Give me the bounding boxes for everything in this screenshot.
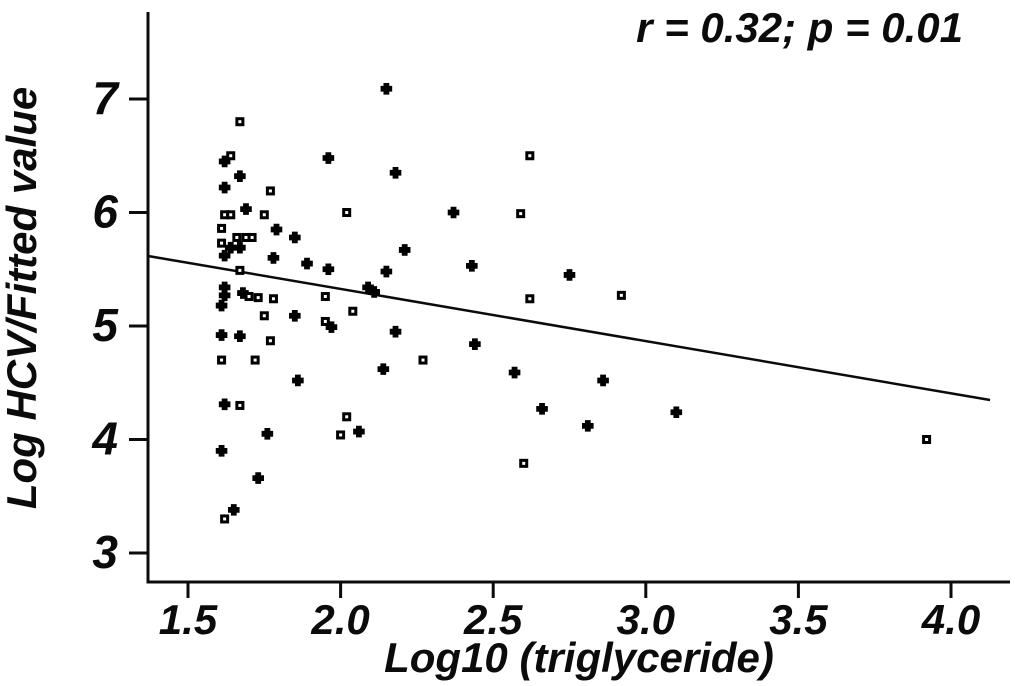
trend-line-group bbox=[147, 254, 991, 402]
open-square-marker-center bbox=[925, 438, 929, 441]
filled-plus-marker bbox=[224, 241, 237, 254]
filled-plus-marker bbox=[261, 428, 274, 440]
filled-plus-marker bbox=[582, 420, 594, 432]
filled-plus-marker bbox=[218, 181, 231, 194]
open-square-marker-center bbox=[271, 297, 275, 301]
filled-plus-marker bbox=[218, 289, 231, 302]
x-tick-label: 3.5 bbox=[769, 596, 828, 643]
filled-plus-marker bbox=[389, 166, 402, 179]
filled-plus-marker bbox=[353, 425, 365, 438]
open-square-marker-center bbox=[220, 358, 224, 362]
filled-plus-marker bbox=[252, 472, 264, 484]
filled-plus-marker bbox=[380, 82, 393, 95]
filled-plus-marker bbox=[368, 286, 380, 298]
x-tick-label: 1.5 bbox=[159, 596, 218, 643]
open-square-marker-center bbox=[229, 154, 233, 158]
data-points bbox=[215, 82, 932, 524]
filled-plus-marker bbox=[536, 403, 548, 415]
y-tick-label: 3 bbox=[92, 526, 118, 578]
open-square-marker-center bbox=[345, 211, 349, 214]
open-square-marker-center bbox=[339, 433, 343, 437]
axis-ticks bbox=[129, 97, 953, 598]
x-tick-label: 2.5 bbox=[463, 596, 523, 643]
open-square-marker-center bbox=[519, 212, 523, 216]
filled-plus-marker bbox=[227, 504, 240, 516]
x-tick-label: 2.0 bbox=[310, 596, 369, 643]
open-square-marker-center bbox=[223, 213, 227, 217]
filled-plus-marker bbox=[267, 252, 280, 264]
filled-plus-marker bbox=[322, 152, 335, 164]
open-square-marker-center bbox=[522, 461, 526, 465]
filled-plus-marker bbox=[563, 269, 576, 281]
y-tick-label: 5 bbox=[92, 299, 119, 351]
open-square-marker-center bbox=[220, 241, 224, 245]
filled-plus-marker bbox=[215, 299, 228, 312]
filled-plus-marker bbox=[240, 203, 252, 215]
y-axis-label: Log HCV/Fitted value bbox=[0, 87, 45, 509]
filled-plus-marker bbox=[234, 330, 246, 343]
open-square-marker-center bbox=[528, 154, 532, 158]
open-square-marker-center bbox=[238, 403, 242, 407]
open-square-marker-center bbox=[220, 226, 224, 230]
open-square-marker-center bbox=[323, 294, 327, 298]
open-square-marker-center bbox=[528, 297, 532, 301]
y-tick-label: 4 bbox=[91, 413, 118, 465]
open-square-marker-center bbox=[421, 358, 425, 362]
filled-plus-marker bbox=[292, 374, 304, 387]
filled-plus-marker bbox=[389, 325, 402, 338]
open-square-marker-center bbox=[244, 235, 248, 239]
open-square-marker-center bbox=[223, 517, 227, 521]
filled-plus-marker bbox=[289, 309, 301, 322]
filled-plus-marker bbox=[469, 338, 481, 350]
y-tick-label: 6 bbox=[92, 186, 118, 238]
x-axis-label: Log10 (triglyceride) bbox=[384, 634, 774, 681]
y-tick-label: 7 bbox=[92, 72, 120, 124]
open-square-marker-center bbox=[262, 213, 266, 217]
open-square-marker-center bbox=[351, 309, 355, 313]
filled-plus-marker bbox=[289, 231, 301, 244]
open-square-marker-center bbox=[619, 293, 623, 297]
filled-plus-marker bbox=[508, 366, 521, 379]
filled-plus-marker bbox=[218, 249, 231, 262]
open-square-marker-center bbox=[235, 235, 239, 239]
open-square-marker-center bbox=[268, 339, 272, 343]
open-square-marker-center bbox=[262, 314, 266, 318]
open-square-marker-center bbox=[238, 120, 242, 124]
filled-plus-marker bbox=[218, 398, 231, 411]
filled-plus-marker bbox=[301, 257, 313, 270]
open-square-marker-center bbox=[250, 235, 254, 239]
filled-plus-marker bbox=[380, 265, 393, 278]
regression-line bbox=[147, 254, 991, 402]
open-square-marker-center bbox=[229, 213, 233, 217]
filled-plus-marker bbox=[398, 244, 411, 256]
axes bbox=[146, 12, 1010, 584]
open-square-marker-center bbox=[238, 268, 242, 272]
filled-plus-marker bbox=[215, 329, 228, 341]
open-square-marker-center bbox=[247, 294, 251, 298]
filled-plus-marker bbox=[234, 170, 246, 182]
filled-plus-marker bbox=[670, 406, 683, 419]
x-tick-label: 3.0 bbox=[617, 596, 675, 643]
filled-plus-marker bbox=[270, 223, 283, 236]
open-square-marker-center bbox=[323, 319, 327, 323]
x-tick-label: 4.0 bbox=[921, 596, 980, 643]
open-square-marker-center bbox=[256, 296, 260, 300]
axis-tick-labels: 3 4 5 6 7 1.5 2.0 2.5 3.0 3.5 4.0 bbox=[91, 72, 980, 643]
filled-plus-marker bbox=[466, 260, 478, 272]
filled-plus-marker bbox=[377, 363, 390, 375]
filled-plus-marker bbox=[322, 263, 335, 276]
filled-plus-marker bbox=[447, 206, 460, 219]
open-square-marker-center bbox=[268, 189, 272, 193]
filled-plus-marker bbox=[597, 374, 609, 387]
open-square-marker-center bbox=[253, 358, 257, 362]
open-square-marker-center bbox=[345, 415, 349, 419]
correlation-annotation: r = 0.32; p = 0.01 bbox=[636, 4, 963, 51]
filled-plus-marker bbox=[234, 241, 246, 254]
filled-plus-marker bbox=[215, 445, 228, 457]
